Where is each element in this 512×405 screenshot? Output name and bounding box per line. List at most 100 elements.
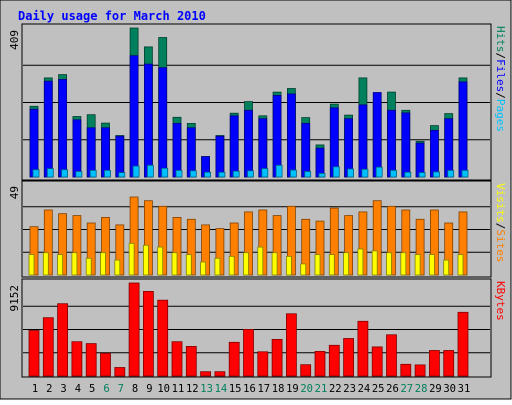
y-max-label: 49: [8, 186, 21, 199]
legend-hits: Hits: [494, 26, 507, 53]
bar-files-day-3: [58, 79, 67, 178]
bar-kbytes-day-4: [71, 341, 83, 377]
bar-files-day-18: [272, 95, 282, 178]
legend-sites: Sites: [494, 229, 507, 262]
bar-visits-day-24: [357, 248, 364, 276]
bar-files-day-31: [458, 81, 468, 178]
x-tick-label: 2: [46, 383, 52, 395]
bar-visits-day-2: [42, 252, 49, 276]
x-tick-label: 16: [243, 383, 256, 395]
bar-kbytes-day-28: [414, 364, 426, 377]
bar-kbytes-day-25: [371, 346, 383, 377]
bar-files-day-6: [101, 127, 110, 178]
bar-pages-day-28: [418, 172, 426, 178]
bar-files-day-16: [244, 109, 253, 178]
x-tick-label: 3: [60, 383, 66, 395]
bar-files-day-28: [415, 142, 425, 178]
x-tick-label: 10: [157, 383, 170, 395]
bar-files-day-26: [387, 109, 396, 178]
x-tick-label: 11: [172, 383, 185, 395]
bar-visits-day-5: [85, 257, 92, 276]
bar-files-day-10: [158, 67, 168, 178]
x-tick-label: 24: [358, 383, 371, 395]
legend-kbytes: KBytes: [494, 281, 507, 321]
bar-pages-day-16: [247, 170, 254, 178]
bar-visits-day-20: [300, 263, 307, 276]
bar-files-day-1: [29, 108, 39, 178]
x-tick-label: 28: [415, 383, 428, 395]
bar-visits-day-28: [414, 254, 421, 276]
x-tick-label: 20: [300, 383, 313, 395]
bar-visits-day-13: [200, 261, 207, 276]
bar-kbytes-day-14: [214, 371, 226, 377]
bar-visits-day-14: [214, 257, 221, 276]
x-tick-label: 19: [286, 383, 299, 395]
legend-separator: /: [494, 92, 507, 99]
bar-kbytes-day-31: [457, 311, 469, 377]
bar-pages-day-9: [146, 164, 154, 178]
bar-files-day-23: [344, 118, 354, 178]
bar-kbytes-day-8: [128, 282, 140, 377]
gridlines: [23, 64, 490, 354]
bar-kbytes-day-13: [200, 371, 212, 377]
bar-kbytes-day-30: [443, 350, 455, 377]
bar-pages-day-4: [75, 171, 83, 178]
bar-files-day-11: [172, 123, 182, 178]
legend-separator: /: [494, 53, 507, 60]
bar-pages-day-7: [118, 172, 126, 178]
bar-files-day-25: [372, 92, 382, 178]
bar-pages-day-12: [189, 170, 197, 178]
chart-title: Daily usage for March 2010: [18, 9, 206, 23]
bar-files-day-4: [72, 119, 82, 178]
legend-visits: Visits: [494, 183, 507, 223]
bar-files-day-19: [286, 93, 296, 178]
bar-kbytes-day-29: [428, 350, 440, 377]
bar-kbytes-day-11: [171, 341, 183, 377]
bar-visits-day-12: [185, 254, 192, 276]
legend-top: Hits/Files/Pages: [494, 26, 507, 132]
bar-visits-day-22: [328, 254, 335, 276]
bar-files-day-29: [429, 129, 439, 178]
x-tick-label: 26: [386, 383, 399, 395]
bar-pages-day-20: [304, 171, 312, 178]
bar-kbytes-day-18: [271, 338, 283, 377]
bar-files-day-30: [444, 118, 454, 178]
bar-pages-day-1: [32, 169, 40, 178]
x-tick-label: 14: [215, 383, 228, 395]
bar-pages-day-18: [275, 164, 283, 178]
bar-pages-day-2: [46, 168, 54, 178]
bar-kbytes-day-21: [314, 350, 326, 377]
bar-pages-day-11: [175, 169, 183, 178]
x-tick-label: 9: [146, 383, 152, 395]
bar-kbytes-day-26: [386, 334, 397, 377]
bar-pages-day-24: [361, 168, 369, 178]
bar-visits-day-4: [71, 252, 78, 276]
bar-pages-day-15: [232, 170, 240, 178]
bar-pages-day-3: [61, 169, 68, 178]
bar-kbytes-day-19: [285, 313, 297, 377]
bar-visits-day-23: [343, 252, 350, 276]
bar-pages-day-5: [89, 169, 97, 178]
bar-visits-day-26: [386, 252, 392, 276]
bar-kbytes-day-9: [142, 290, 154, 377]
bar-kbytes-day-5: [85, 343, 97, 377]
bar-pages-day-31: [461, 169, 469, 178]
bar-visits-day-19: [285, 255, 292, 276]
x-tick-label: 17: [257, 383, 270, 395]
bar-kbytes-day-23: [343, 338, 355, 377]
bar-visits-day-10: [157, 246, 164, 276]
bar-files-day-24: [358, 104, 368, 178]
bar-kbytes-day-22: [328, 344, 340, 377]
bar-kbytes-day-2: [42, 317, 54, 377]
bar-files-day-12: [186, 127, 196, 178]
bar-visits-day-11: [171, 252, 178, 276]
bar-pages-day-26: [390, 169, 397, 178]
bar-visits-day-8: [128, 242, 135, 276]
x-tick-label: 27: [400, 383, 413, 395]
x-tick-label: 31: [458, 383, 471, 395]
bar-kbytes-day-12: [185, 345, 197, 377]
x-tick-label: 8: [132, 383, 138, 395]
